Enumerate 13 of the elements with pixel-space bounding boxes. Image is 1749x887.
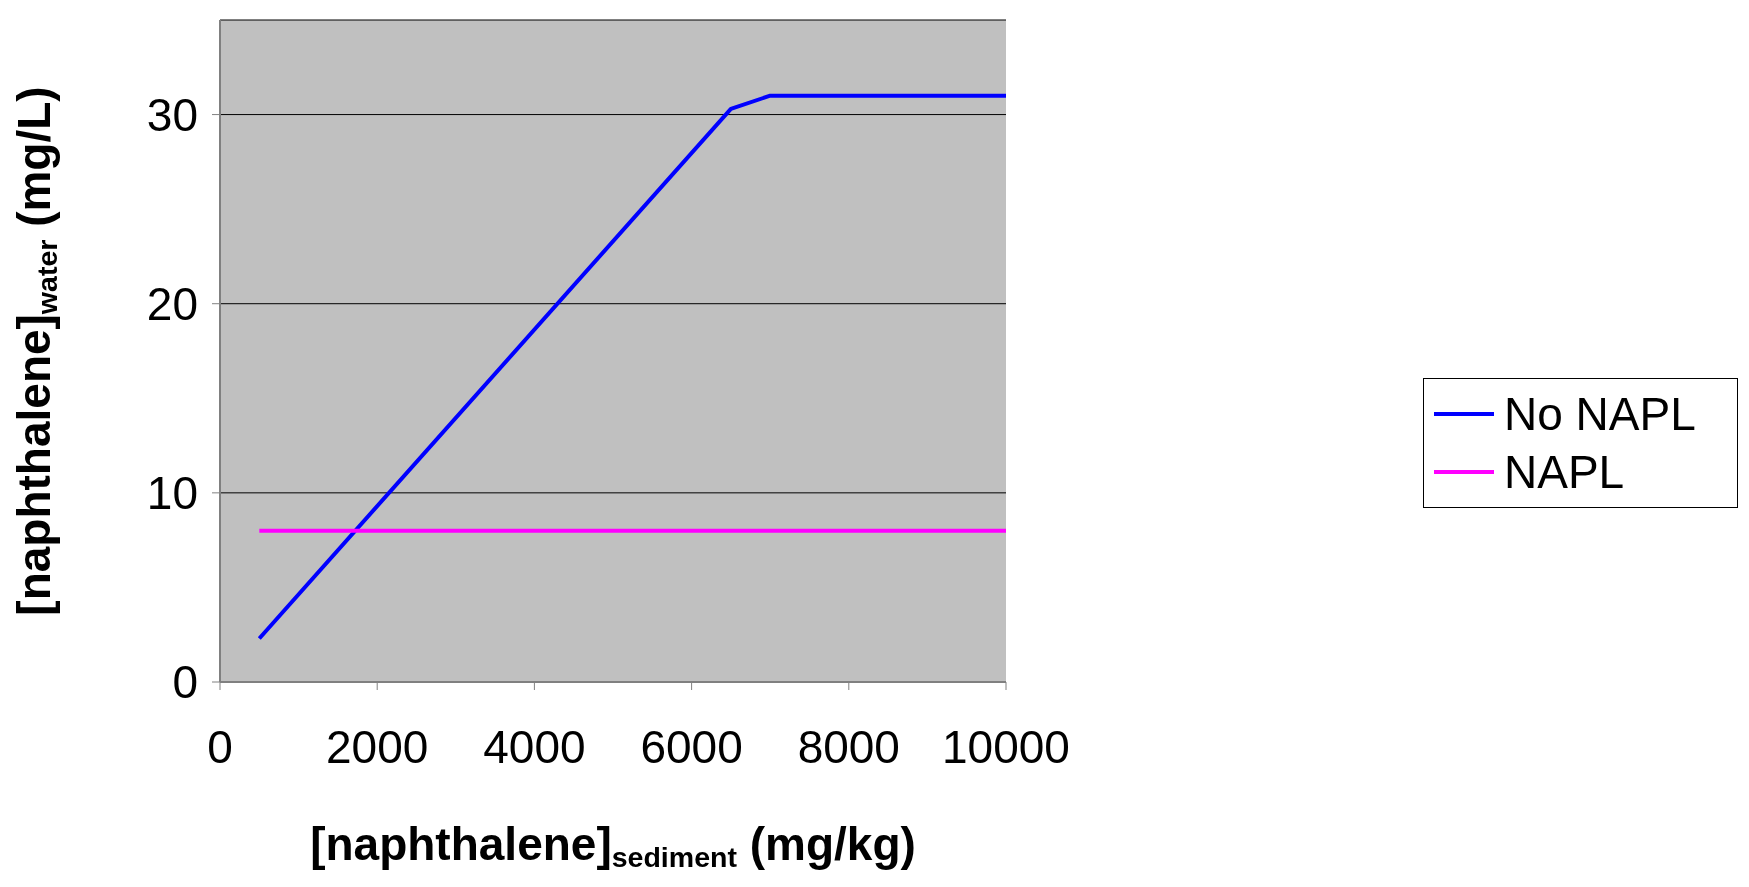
y-tick-label: 0	[172, 656, 198, 709]
x-tick-label: 6000	[640, 720, 743, 773]
x-tick-label: 0	[207, 720, 233, 773]
x-tick-label: 8000	[797, 720, 900, 773]
x-axis-title: [naphthalene]$_{sediment}$ (mg/kg)	[310, 818, 916, 874]
y-tick-label: 30	[146, 88, 198, 141]
x-tick-label: 2000	[326, 720, 429, 773]
y-tick-label: 10	[146, 467, 198, 520]
legend-label: No NAPL	[1504, 387, 1696, 441]
x-tick-label: 10000	[942, 720, 1070, 773]
x-tick-label: 4000	[483, 720, 586, 773]
y-tick-label: 20	[146, 278, 198, 331]
legend-label: NAPL	[1504, 445, 1625, 499]
